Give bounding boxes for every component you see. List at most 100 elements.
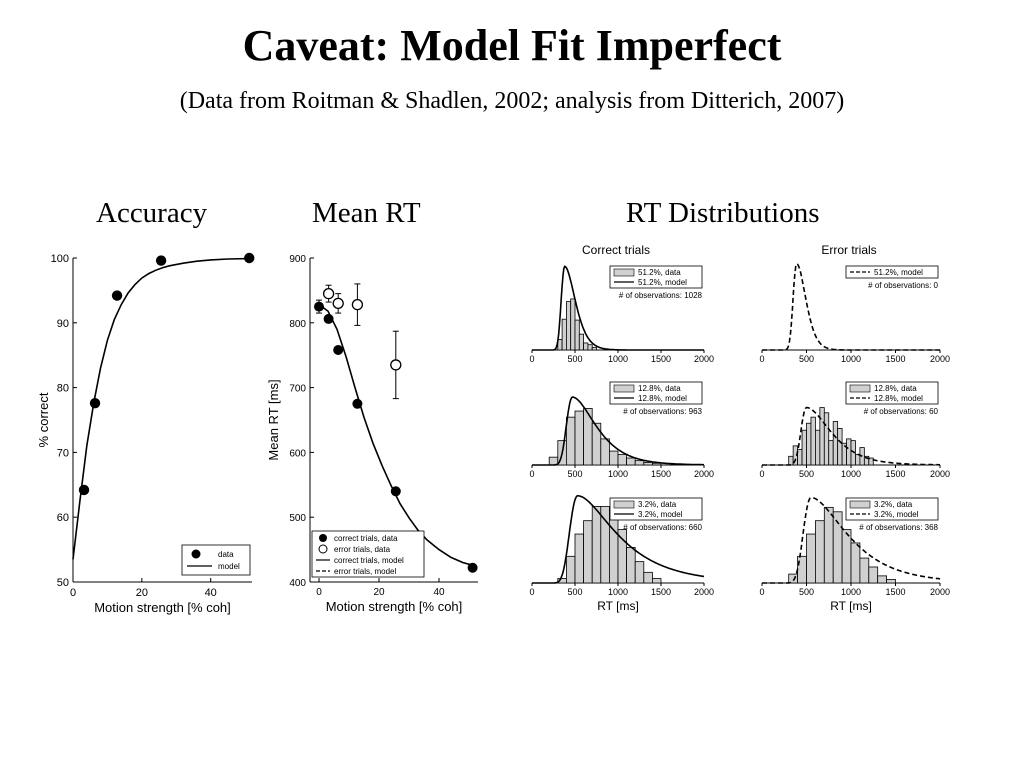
x-tick-label: 1500 <box>885 587 905 597</box>
histogram-bar <box>566 555 576 584</box>
correct-data-point <box>467 562 478 573</box>
histogram-bar <box>570 298 576 351</box>
histogram-bar <box>578 333 584 351</box>
x-tick-label: 1500 <box>651 354 671 364</box>
data-point <box>78 484 90 496</box>
histogram-bar <box>886 579 896 584</box>
histogram-bar <box>574 533 585 584</box>
panel-title: Correct trials <box>582 243 650 257</box>
histogram-bar <box>801 429 807 466</box>
x-tick-label: 2000 <box>930 587 950 597</box>
section-label-accuracy: Accuracy <box>96 197 208 229</box>
legend-label-model: 12.8%, model <box>638 394 687 403</box>
legend-label-data: 3.2%, data <box>874 500 913 509</box>
legend-label-model: 3.2%, model <box>874 510 919 519</box>
histogram-bar <box>583 520 593 584</box>
legend-swatch-data <box>849 384 871 393</box>
x-tick-label: 0 <box>529 587 534 597</box>
x-tick-label: 1500 <box>885 354 905 364</box>
histogram-bar <box>868 566 879 584</box>
x-tick-label: 1000 <box>608 469 628 479</box>
histogram-bar <box>583 342 589 351</box>
histogram-bar <box>652 462 662 466</box>
observation-count: # of observations: 660 <box>623 523 702 532</box>
legend-label-error-model: error trials, model <box>334 567 396 576</box>
x-tick-label: 0 <box>529 469 534 479</box>
legend-label-data: data <box>218 550 234 559</box>
x-axis-label: Motion strength [% coh] <box>94 600 231 615</box>
histogram-bar <box>591 506 602 584</box>
x-tick-label: 500 <box>567 469 582 479</box>
observation-count: # of observations: 60 <box>864 407 939 416</box>
x-tick-label: 0 <box>316 587 322 598</box>
y-tick-label: 90 <box>57 318 69 330</box>
y-tick-label: 70 <box>57 447 69 459</box>
x-tick-label: 2000 <box>930 354 950 364</box>
section-label-rt-distributions: RT Distributions <box>626 197 820 229</box>
histogram-bar <box>806 422 812 466</box>
histogram-bar <box>819 407 825 466</box>
model-curve <box>532 495 705 584</box>
y-tick-label: 400 <box>289 578 306 589</box>
y-axis-label: % correct <box>36 392 51 447</box>
histogram-bar <box>855 454 861 466</box>
legend-label-model: 51.2%, model <box>638 278 687 287</box>
error-data-point <box>351 299 364 311</box>
x-tick-label: 1000 <box>608 587 628 597</box>
legend-label-data: 3.2%, data <box>638 500 677 509</box>
histogram-bar <box>806 533 816 584</box>
histogram-bar <box>574 319 580 351</box>
histogram-bar <box>868 457 874 466</box>
legend-swatch-data <box>613 268 635 277</box>
panel-title: Error trials <box>821 243 876 257</box>
model-curve <box>72 257 250 560</box>
error-data-point <box>332 297 344 310</box>
histogram-bar <box>846 438 852 466</box>
legend-marker-data <box>191 549 201 559</box>
legend-swatch-data <box>613 500 635 509</box>
slide-title: Caveat: Model Fit Imperfect <box>242 21 782 70</box>
model-curve <box>762 406 940 466</box>
histogram-bar <box>600 438 610 466</box>
histogram-bar <box>797 555 807 584</box>
observation-count: # of observations: 1028 <box>619 291 703 300</box>
histogram-bar <box>815 429 821 466</box>
legend-label-model: 3.2%, model <box>638 510 683 519</box>
x-tick-label: 20 <box>373 587 385 598</box>
legend-label-data: 12.8%, data <box>638 384 681 393</box>
correct-data-point <box>323 313 334 324</box>
error-data-point <box>322 287 335 300</box>
observation-count: # of observations: 368 <box>859 523 938 532</box>
observation-count: # of observations: 963 <box>623 407 702 416</box>
y-tick-label: 800 <box>289 319 306 330</box>
x-tick-label: 500 <box>799 587 814 597</box>
x-tick-label: 0 <box>759 469 764 479</box>
x-tick-label: 2000 <box>694 587 714 597</box>
x-tick-label: 2000 <box>694 469 714 479</box>
legend-swatch-data <box>849 500 871 509</box>
histogram-bar <box>815 520 825 584</box>
correct-data-point <box>352 398 363 409</box>
histogram-bar <box>823 412 830 466</box>
data-point <box>155 255 167 266</box>
histogram-bar <box>643 571 653 584</box>
x-tick-label: 1000 <box>608 354 628 364</box>
histogram-bar <box>828 440 834 466</box>
histogram-bar <box>600 506 610 584</box>
x-tick-label: 40 <box>205 587 217 599</box>
legend-box <box>845 265 939 279</box>
legend-marker-error-data <box>318 544 328 554</box>
y-axis-label: Mean RT [ms] <box>266 379 281 460</box>
legend-box <box>181 544 251 576</box>
legend-label-model: 51.2%, model <box>874 268 923 277</box>
x-tick-label: 500 <box>799 354 814 364</box>
x-tick-label: 0 <box>70 587 76 599</box>
y-tick-label: 100 <box>51 253 69 265</box>
y-tick-label: 50 <box>57 577 69 589</box>
x-tick-label: 1000 <box>841 469 861 479</box>
histogram-bar <box>634 460 645 466</box>
histogram-bar <box>609 450 619 466</box>
correct-data-point <box>390 486 401 497</box>
histogram-bar <box>617 454 628 466</box>
x-tick-label: 2000 <box>694 354 714 364</box>
